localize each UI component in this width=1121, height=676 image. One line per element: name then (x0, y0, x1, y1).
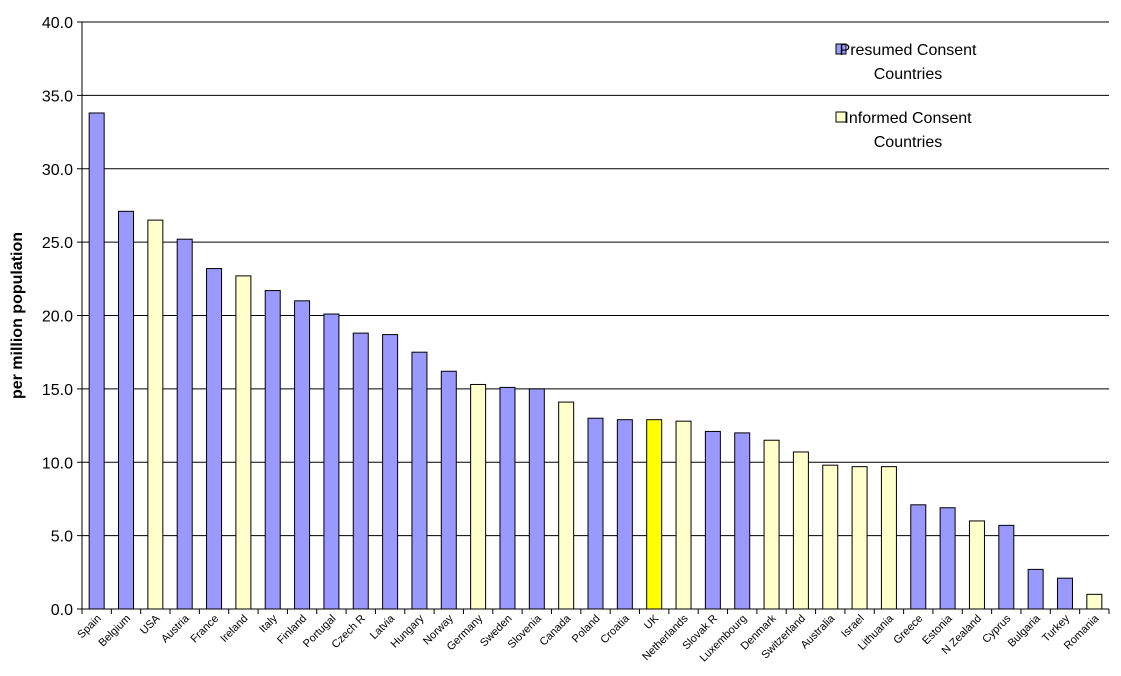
bar-spain (88, 112, 105, 610)
bar-estonia (939, 507, 956, 610)
x-tick-label: Israel (839, 613, 867, 641)
x-tick-label: France (188, 613, 221, 646)
y-tick-label: 0.0 (51, 602, 73, 619)
bar-australia (822, 464, 839, 610)
bar-finland (294, 300, 311, 610)
bar-portugal (323, 313, 340, 610)
bar-hungary (411, 351, 428, 610)
x-tick-label: Slovenia (506, 612, 545, 651)
y-tick-label: 10.0 (42, 455, 73, 472)
x-tick-label: USA (138, 612, 163, 637)
x-tick-label: Ireland (218, 613, 250, 645)
axes (81, 22, 1109, 610)
bar-czech-r (352, 332, 369, 610)
legend-label: Countries (874, 134, 942, 151)
bar-uk (646, 419, 663, 610)
bar-n-zealand (968, 520, 985, 610)
bar-denmark (763, 439, 780, 610)
x-tick-label: Croatia (598, 612, 632, 646)
bar-slovenia (528, 388, 545, 610)
y-tick-label: 20.0 (42, 309, 73, 326)
bar-switzerland (792, 451, 809, 610)
bar-germany (470, 383, 487, 610)
bar-poland (587, 417, 604, 610)
bar-cyprus (998, 524, 1015, 610)
x-tick-label: Hungary (389, 612, 427, 650)
bar-turkey (1056, 577, 1073, 610)
x-tick-label: Greece (891, 613, 925, 647)
bar-slovak-r (704, 430, 721, 610)
bar-netherlands (675, 420, 692, 610)
y-axis-ticks: 0.0 5.0 10.0 15.0 20.0 25.0 30.0 35.0 40.0 (42, 15, 82, 619)
x-tick-label: Bulgaria (1006, 612, 1044, 650)
bar-croatia (616, 419, 633, 610)
x-tick-label: Italy (257, 612, 280, 635)
bar-latvia (382, 334, 399, 610)
bar-ireland (235, 275, 252, 610)
x-tick-label: Poland (570, 613, 603, 646)
bar-belgium (118, 210, 135, 610)
bar-usa (147, 219, 164, 610)
y-tick-label: 15.0 (42, 382, 73, 399)
legend-label: Presumed Consent (840, 42, 978, 59)
bar-italy (264, 290, 281, 610)
bar-norway (440, 370, 457, 610)
y-tick-label: 5.0 (51, 529, 73, 546)
y-tick-label: 40.0 (42, 15, 73, 32)
bar-luxembourg (734, 432, 751, 610)
bar-lithuania (880, 466, 897, 610)
x-tick-label: Belgium (97, 613, 134, 650)
x-tick-label: UK (642, 612, 662, 632)
bar-romania (1086, 593, 1103, 610)
x-tick-label: Canada (538, 612, 574, 648)
bar-greece (910, 504, 927, 610)
bar-israel (851, 466, 868, 610)
y-tick-label: 30.0 (42, 162, 73, 179)
bar-canada (558, 401, 575, 610)
y-tick-label: 25.0 (42, 235, 73, 252)
y-tick-label: 35.0 (42, 88, 73, 105)
legend-swatch (835, 43, 847, 55)
bar-sweden (499, 386, 516, 610)
bar-france (206, 268, 223, 610)
gridlines (82, 21, 1109, 537)
legend: Presumed Consent Countries Informed Consen… (835, 42, 978, 151)
legend-label: Countries (874, 66, 942, 83)
legend-swatch (835, 111, 847, 123)
bar-austria (176, 238, 193, 610)
legend-label: Informed Consent (844, 110, 972, 127)
bars (88, 112, 1103, 610)
y-axis-label: per million population (9, 232, 26, 399)
x-tick-label: Austria (159, 612, 192, 645)
bar-bulgaria (1027, 568, 1044, 610)
